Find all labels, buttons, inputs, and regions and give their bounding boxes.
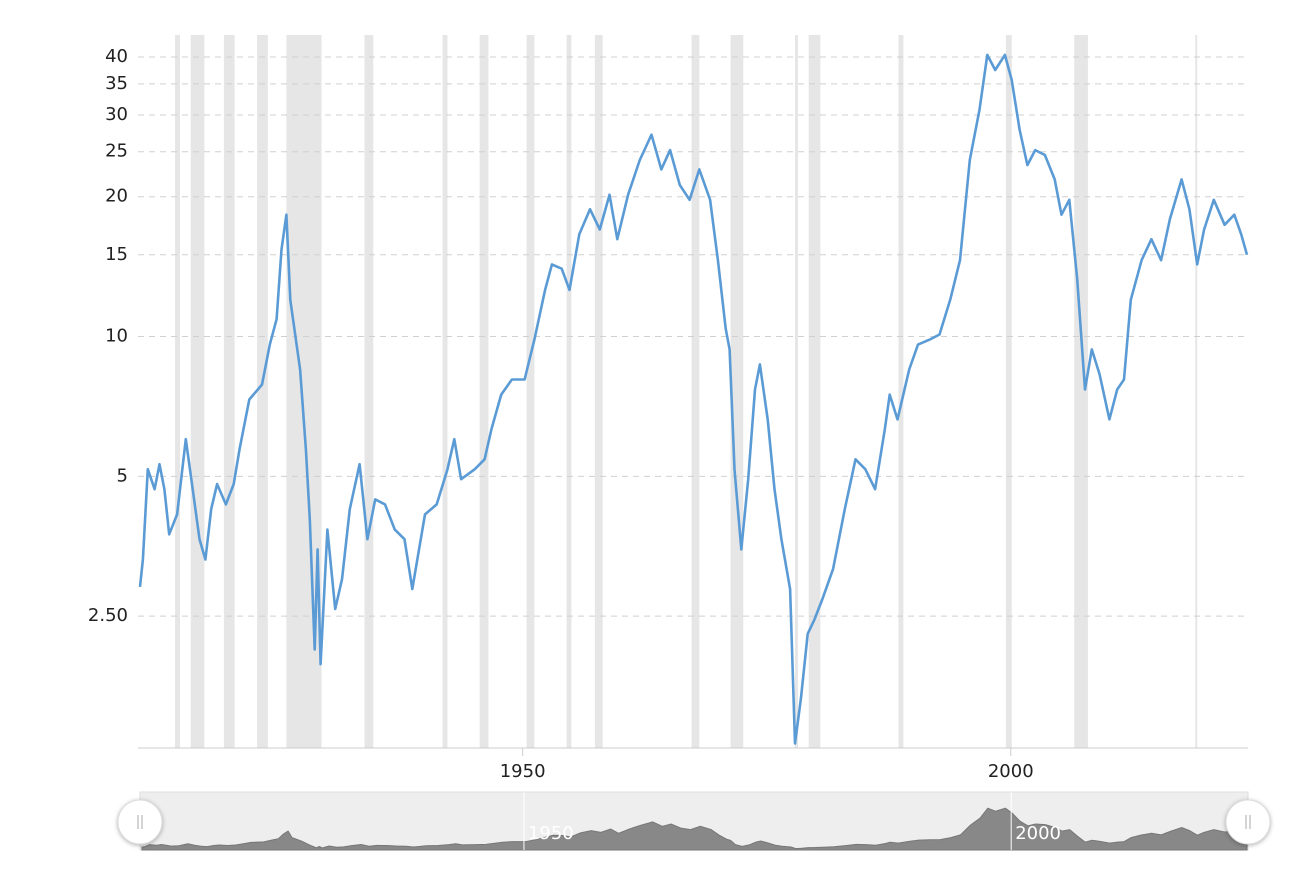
recession-band <box>223 35 235 748</box>
y-tick-label: 20 <box>105 186 128 207</box>
recession-band <box>257 35 268 748</box>
recession-band <box>1074 35 1088 748</box>
y-tick-label: 15 <box>105 244 128 265</box>
recession-band <box>442 35 448 748</box>
navigator-handle[interactable] <box>1225 799 1271 845</box>
y-tick-label: 5 <box>117 465 128 486</box>
navigator-handle[interactable] <box>117 799 163 845</box>
recession-band <box>730 35 744 748</box>
x-tick-label: 2000 <box>988 761 1034 782</box>
navigator-tick-label: 2000 <box>1015 823 1061 844</box>
recession-band <box>286 35 322 748</box>
data-line <box>138 53 1249 745</box>
y-tick-label: 30 <box>105 104 128 125</box>
navigator: 1950 2000 <box>117 791 1271 851</box>
y-tick-label: 40 <box>105 46 128 67</box>
recession-band <box>691 35 700 748</box>
y-tick-label: 10 <box>105 326 128 347</box>
x-tick-label: 1950 <box>500 761 546 782</box>
recession-band <box>364 35 374 748</box>
recession-band <box>1195 35 1198 748</box>
recession-band <box>526 35 535 748</box>
recession-band <box>808 35 821 748</box>
recession-band <box>175 35 180 748</box>
navigator-area <box>141 807 1248 851</box>
recession-band <box>795 35 798 748</box>
y-tick-label: 2.50 <box>88 605 128 626</box>
plot-area: 2.50 5 10 15 20 25 30 35 40 1950 2000 <box>88 35 1249 782</box>
y-tick-label: 25 <box>105 141 128 162</box>
recession-band <box>479 35 489 748</box>
recession-band <box>594 35 603 748</box>
recession-band <box>898 35 904 748</box>
recession-band <box>566 35 572 748</box>
y-tick-label: 35 <box>105 73 128 94</box>
recession-band <box>1005 35 1012 748</box>
navigator-tick-label: 1950 <box>528 823 574 844</box>
recession-band <box>190 35 205 748</box>
